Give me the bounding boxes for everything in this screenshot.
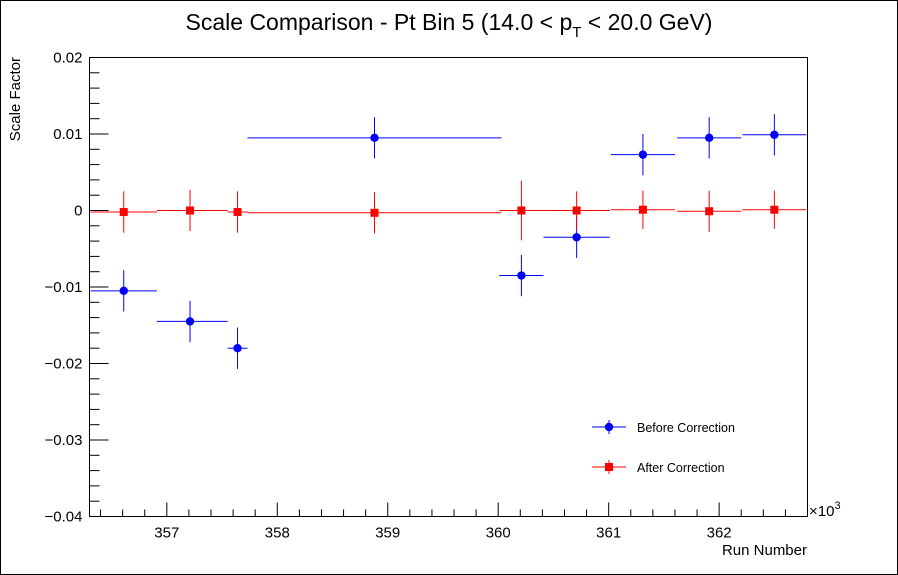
data-point [233,208,242,217]
data-point [186,206,195,215]
y-tick-label: 0.01 [53,126,82,143]
data-point [517,271,526,280]
chart-title-subscript: T [572,24,581,41]
y-tick-label: 0 [74,203,82,220]
data-point [572,233,581,242]
data-point [185,317,195,326]
y-tick-label: −0.02 [45,356,83,373]
y-tick-label: −0.01 [45,279,83,296]
data-point [233,344,242,353]
legend-after-label: After Correction [637,461,725,475]
x-tick-label: 361 [596,525,621,542]
chart-title-tail: < 20.0 GeV) [581,9,712,35]
data-point [517,206,526,215]
chart-title: Scale Comparison - Pt Bin 5 (14.0 < pT <… [186,9,713,41]
legend-item-after: After Correction [592,460,725,475]
y-tick-label: −0.03 [45,432,83,449]
legend-after-marker [605,463,613,471]
x-multiplier-exponent: 3 [834,500,840,512]
y-tick-label: −0.04 [45,509,83,526]
data-point [572,206,581,215]
data-point [370,133,379,143]
x-tick-label: 359 [375,525,400,542]
data-point [704,133,714,143]
x-tick-label: 362 [707,525,732,542]
series-before-correction [90,114,807,369]
data-point [770,205,779,214]
legend: Before Correction After Correction [592,420,735,475]
axes-group: −0.04 −0.03 −0.02 −0.01 0 0.01 0.02 357 358 359 36… [45,50,808,542]
legend-before-marker [604,422,614,432]
chart-title-main: Scale Comparison - Pt Bin 5 (14.0 < p [186,9,573,35]
plot-frame [89,57,808,517]
data-point [770,130,779,139]
x-tick-label: 360 [486,525,511,542]
data-point [370,208,379,217]
data-point [705,207,714,216]
data-point [638,150,648,159]
legend-item-before: Before Correction [592,420,735,435]
data-point [119,286,128,296]
legend-before-label: Before Correction [637,421,735,435]
x-multiplier-base: ×10 [809,503,834,520]
series-group [90,114,807,369]
x-tick-label: 358 [265,525,290,542]
x-tick-label: 357 [154,525,179,542]
data-point [638,205,647,214]
data-point [119,208,128,217]
y-axis-label: Scale Factor [7,57,24,141]
x-axis-label: Run Number [722,542,807,559]
x-multiplier-label: ×103 [809,500,841,520]
series-after-correction [90,180,807,241]
y-tick-label: 0.02 [53,50,82,67]
